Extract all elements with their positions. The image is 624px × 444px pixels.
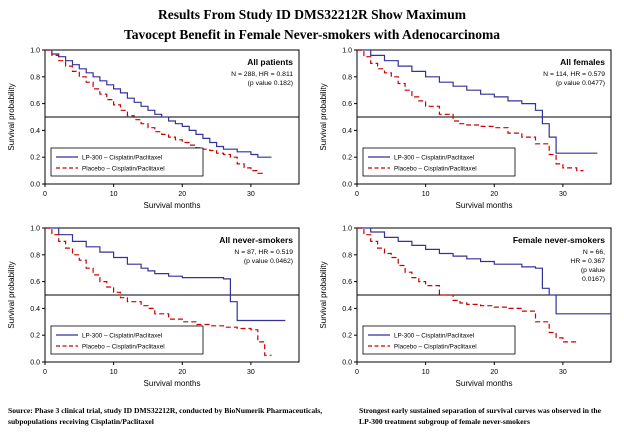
km-chart-svg: 0.0 0.2 0.4 0.6 0.8 1.0 0 10 20 30 Survival probab… [7,48,300,210]
y-axis-label: Survival probability [319,262,328,329]
y-tick-label: 0.0 [30,182,40,189]
y-tick-label: 0.6 [342,101,352,108]
y-tick-label: 1.0 [342,226,352,233]
panel-stats-line: (p value 0.0477) [556,80,605,87]
legend-label: LP-300 – Cisplatin/Paclitaxel [394,332,474,339]
footer-conclusion-note: Strongest early sustained separation of … [359,406,602,426]
y-tick-label: 0.0 [30,360,40,367]
panel-title: All never-smokers [219,235,293,245]
x-tick-label: 0 [355,191,359,198]
x-tick-label: 30 [559,191,567,198]
panel-stats-line: 0.0167) [582,276,605,283]
y-tick-label: 0.2 [30,155,40,162]
panel-stats-line: HR = 0.367 [570,258,605,265]
y-tick-label: 0.8 [342,74,352,81]
lp300-curve [45,227,286,322]
panel-title: Female never-smokers [513,235,605,245]
x-tick-label: 20 [490,369,498,376]
legend-label: LP-300 – Cisplatin/Paclitaxel [82,332,162,339]
x-tick-label: 0 [355,369,359,376]
km-panel-all-females: 0.0 0.2 0.4 0.6 0.8 1.0 0 10 20 30 Survival probab… [312,44,624,222]
legend-box [50,147,204,177]
y-tick-label: 0.4 [342,306,352,313]
placebo-curve [45,227,272,357]
km-chart-svg: 0.0 0.2 0.4 0.6 0.8 1.0 0 10 20 30 Survival probab… [319,226,612,388]
legend-label: LP-300 – Cisplatin/Paclitaxel [394,154,474,161]
x-tick-label: 20 [178,191,186,198]
x-axis-label: Survival months [456,201,513,210]
figure-title: Results From Study ID DMS32212R Show Max… [0,0,624,44]
x-axis-label: Survival months [144,201,201,210]
y-tick-label: 0.4 [30,128,40,135]
figure-title-line1: Results From Study ID DMS32212R Show Max… [157,7,467,22]
panel-stats-line: N = 87, HR = 0.519 [234,249,293,256]
panel-stats-line: N = 288, HR = 0.811 [231,71,293,78]
y-tick-label: 0.2 [30,333,40,340]
x-tick-label: 30 [247,369,255,376]
legend-label: LP-300 – Cisplatin/Paclitaxel [82,154,162,161]
y-tick-label: 0.8 [30,74,40,81]
y-tick-label: 1.0 [342,48,352,55]
legend-label: Placebo – Cisplatin/Paclitaxel [82,165,165,172]
y-tick-label: 0.2 [342,333,352,340]
legend-label: Placebo – Cisplatin/Paclitaxel [82,343,165,350]
panel-stats-line: (p value 0.0462) [244,258,293,265]
y-tick-label: 0.8 [30,252,40,259]
km-panel-female-never-smokers: 0.0 0.2 0.4 0.6 0.8 1.0 0 10 20 30 Survival probab… [312,222,624,400]
legend-box [362,325,516,355]
panel-title: All patients [247,57,293,67]
footer-source-note: Source: Phase 3 clinical trial, study ID… [8,406,323,426]
x-tick-label: 30 [247,191,255,198]
panel-stats-line: N = 114, HR = 0.579 [543,71,605,78]
y-tick-label: 0.4 [342,128,352,135]
legend-label: Placebo – Cisplatin/Paclitaxel [394,165,477,172]
x-axis-label: Survival months [144,379,201,388]
panel-title: All females [560,57,605,67]
y-tick-label: 0.6 [30,279,40,286]
panel-stats-line: (p value 0.182) [248,80,293,87]
figure-footers: Source: Phase 3 clinical trial, study ID… [0,400,624,427]
x-tick-label: 10 [422,191,430,198]
km-chart-svg: 0.0 0.2 0.4 0.6 0.8 1.0 0 10 20 30 Survival probab… [319,48,612,210]
lp300-curve [45,49,272,158]
y-tick-label: 0.2 [342,155,352,162]
x-tick-label: 10 [422,369,430,376]
km-panel-all-patients: 0.0 0.2 0.4 0.6 0.8 1.0 0 10 20 30 Survival probab… [0,44,312,222]
panel-stats-line: N = 66, [583,249,605,256]
km-chart-svg: 0.0 0.2 0.4 0.6 0.8 1.0 0 10 20 30 Survival probab… [7,226,300,388]
x-tick-label: 0 [43,369,47,376]
y-axis-label: Survival probability [319,84,328,151]
legend-label: Placebo – Cisplatin/Paclitaxel [394,343,477,350]
y-axis-label: Survival probability [7,262,16,329]
placebo-curve [45,49,265,175]
x-tick-label: 0 [43,191,47,198]
panel-stats-line: (p value [581,267,605,274]
placebo-curve [357,49,584,172]
y-axis-label: Survival probability [7,84,16,151]
km-panel-all-never-smokers: 0.0 0.2 0.4 0.6 0.8 1.0 0 10 20 30 Survival probab… [0,222,312,400]
lp300-curve [357,227,611,315]
y-tick-label: 0.8 [342,252,352,259]
y-tick-label: 0.0 [342,182,352,189]
y-tick-label: 0.6 [30,101,40,108]
y-tick-label: 0.4 [30,306,40,313]
y-tick-label: 0.0 [342,360,352,367]
y-tick-label: 0.6 [342,279,352,286]
placebo-curve [357,227,577,343]
legend-box [362,147,516,177]
legend-box [50,325,204,355]
y-tick-label: 1.0 [30,48,40,55]
x-tick-label: 20 [490,191,498,198]
y-tick-label: 1.0 [30,226,40,233]
x-axis-label: Survival months [456,379,513,388]
x-tick-label: 20 [178,369,186,376]
figure-title-line2: Tavocept Benefit in Female Never-smokers… [124,26,500,42]
x-tick-label: 10 [110,191,118,198]
km-panels-grid: 0.0 0.2 0.4 0.6 0.8 1.0 0 10 20 30 Survival probab… [0,44,624,400]
x-tick-label: 10 [110,369,118,376]
x-tick-label: 30 [559,369,567,376]
lp300-curve [357,49,598,154]
